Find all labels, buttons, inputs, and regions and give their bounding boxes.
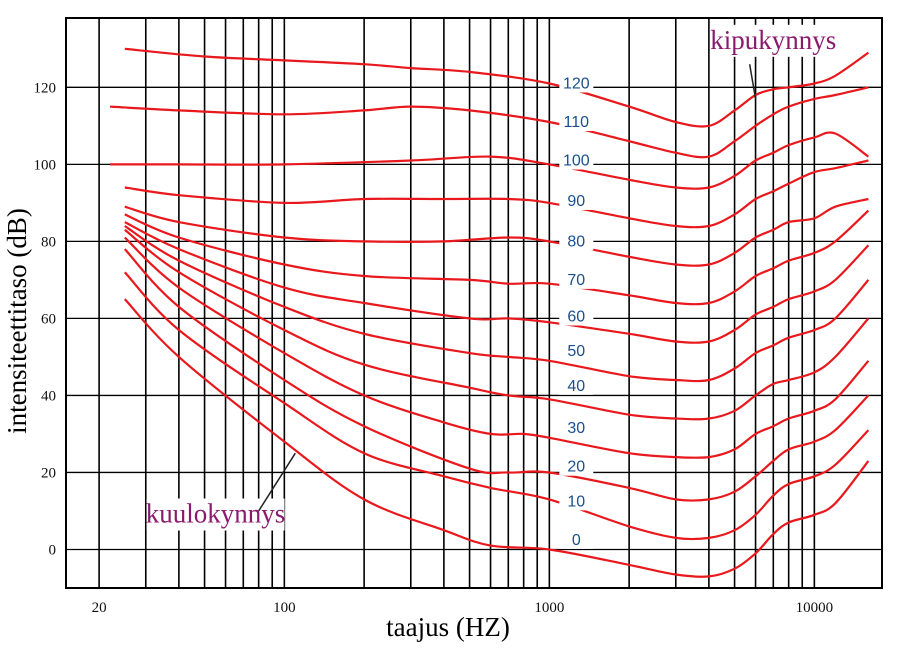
grid [65, 17, 883, 589]
label-background [559, 529, 594, 549]
curve-label-0: 0 [572, 532, 581, 549]
y-tick-label: 60 [41, 311, 56, 327]
curve-10-phon [123, 271, 870, 541]
curve-60-phon [124, 221, 870, 344]
x-tick-label: 10000 [796, 600, 834, 616]
kipukynnys-background [710, 24, 837, 57]
label-background [559, 418, 594, 438]
label-background [559, 111, 594, 131]
y-ticks: 0 20 40 60 80 100 120 [34, 80, 57, 558]
curve-90-phon [124, 159, 869, 229]
kuulokynnys-background [146, 498, 285, 531]
x-ticks: 20 100 1000 10000 [92, 600, 833, 616]
label-background [559, 150, 594, 170]
annotations: kipukynnys kuulokynnys [146, 24, 837, 531]
label-background [559, 269, 594, 289]
curve-label-60: 60 [567, 308, 585, 325]
curve-label-100: 100 [563, 153, 590, 170]
y-tick-label: 100 [34, 157, 57, 173]
curve-label-40: 40 [567, 378, 585, 395]
label-background [559, 456, 594, 476]
curve-label-80: 80 [567, 233, 585, 250]
kipukynnys-pointer [748, 64, 757, 100]
curve-20-phon [123, 248, 870, 502]
y-tick-label: 0 [49, 542, 57, 558]
label-background [559, 73, 594, 93]
y-tick-label: 40 [41, 388, 56, 404]
curve-label-120: 120 [563, 75, 590, 92]
curve-0-phon [123, 298, 870, 578]
curve-100-phon [110, 131, 870, 190]
curve-label-50: 50 [567, 343, 585, 360]
x-tick-label: 1000 [534, 600, 564, 616]
curve-40-phon [124, 228, 870, 421]
label-background [559, 341, 594, 361]
y-tick-label: 80 [41, 234, 56, 250]
y-tick-label: 20 [41, 465, 56, 481]
x-tick-label: 100 [273, 600, 296, 616]
label-background [559, 190, 594, 210]
curve-50-phon [124, 225, 870, 383]
curve-label-70: 70 [567, 272, 585, 289]
label-background [559, 306, 594, 326]
curve-30-phon [124, 236, 870, 459]
curve-label-30: 30 [567, 420, 585, 437]
curve-70-phon [124, 209, 870, 306]
label-background [559, 491, 594, 511]
curve-80-phon [124, 197, 869, 267]
curve-label-90: 90 [567, 193, 585, 210]
label-background [559, 375, 594, 395]
curve-label-110: 110 [564, 114, 590, 131]
phon-labels: 0 10 20 30 40 50 60 70 80 90 100 110 120 [559, 73, 594, 549]
plot-frame [65, 17, 883, 589]
curve-120-phon [124, 47, 870, 128]
loudness-curves [110, 47, 870, 578]
curve-label-10: 10 [567, 493, 585, 510]
kipukynnys-annotation: kipukynnys [710, 25, 836, 55]
x-tick-label: 20 [92, 600, 107, 616]
kuulokynnys-pointer [258, 452, 296, 512]
kuulokynnys-annotation: kuulokynnys [146, 499, 286, 529]
label-background [559, 231, 594, 251]
y-tick-label: 120 [34, 80, 57, 96]
curve-110-phon [110, 86, 869, 159]
y-axis-title: intensiteettitaso (dB) [2, 208, 32, 434]
curve-label-20: 20 [567, 459, 585, 476]
x-axis-title: taajus (HZ) [386, 612, 510, 642]
